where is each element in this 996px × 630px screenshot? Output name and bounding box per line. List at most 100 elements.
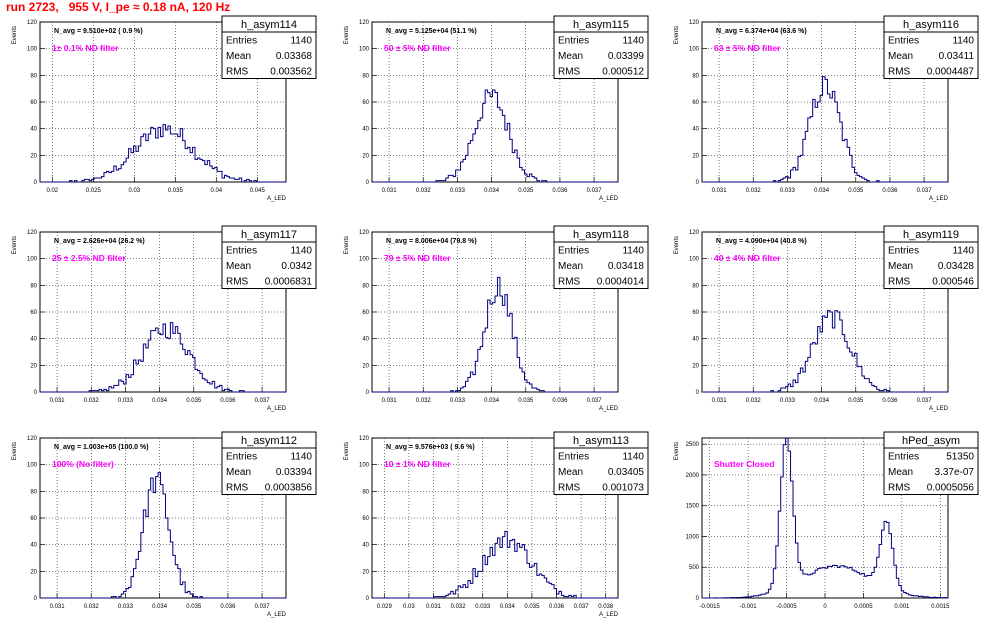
x-tick-label: 0.037: [255, 398, 271, 404]
x-tick-label: 0.032: [451, 604, 467, 610]
x-tick-label: 0.038: [598, 604, 614, 610]
x-tick-label: 0.001: [894, 604, 910, 610]
x-tick-label: 0.0005: [854, 604, 873, 610]
stat-rms-label: RMS: [558, 67, 581, 78]
y-axis-label: Events: [12, 236, 18, 254]
histogram-bins: [702, 76, 948, 183]
y-tick-label: 100: [689, 257, 700, 263]
y-axis-label: Events: [12, 442, 18, 460]
navg-label: N_avg = 9.576e+03 ( 9.6 %): [386, 444, 475, 451]
stat-rms-value: 0.001073: [602, 483, 644, 494]
y-tick-label: 80: [692, 283, 699, 289]
histogram-name: h_asym113: [573, 435, 629, 447]
y-tick-label: 100: [27, 463, 38, 469]
y-tick-label: 80: [362, 283, 369, 289]
filter-annotation: 100% (No filter): [52, 459, 114, 469]
stat-entries-value: 1140: [952, 36, 974, 47]
y-tick-label: 120: [359, 436, 370, 442]
navg-label: N_avg = 2.626e+04 (26.2 %): [54, 238, 145, 245]
y-tick-label: 60: [362, 516, 369, 522]
filter-annotation: Shutter Closed: [714, 459, 774, 469]
x-tick-label: 0.032: [416, 188, 432, 194]
stat-mean-label: Mean: [226, 467, 251, 478]
histogram-bins: [701, 437, 949, 599]
stat-rms-label: RMS: [226, 483, 249, 494]
histogram-bins: [372, 89, 618, 183]
x-tick-label: 0.035: [848, 398, 864, 404]
y-tick-label: 100: [689, 47, 700, 53]
y-axis-label: Events: [674, 236, 680, 254]
x-tick-label: 0.036: [552, 188, 568, 194]
x-tick-label: 0.037: [587, 398, 603, 404]
filter-annotation: 50 ± 5% ND filter: [384, 43, 451, 53]
y-tick-label: 0: [366, 180, 370, 186]
y-axis-label: Events: [344, 442, 350, 460]
x-axis-label: A_LED: [599, 612, 619, 618]
x-tick-label: 0.03: [128, 188, 140, 194]
y-tick-label: 100: [359, 257, 370, 263]
navg-label: N_avg = 1.003e+05 (100.0 %): [54, 444, 149, 451]
histogram-bins: [40, 322, 286, 393]
x-tick-label: 0.034: [814, 398, 830, 404]
y-tick-label: 1500: [686, 504, 700, 510]
histogram-name: h_asym119: [903, 229, 959, 241]
x-tick-label: 0.037: [255, 604, 271, 610]
y-tick-label: 0: [696, 390, 700, 396]
y-tick-label: 60: [692, 100, 699, 106]
y-tick-label: 2500: [686, 442, 700, 448]
x-tick-label: 0.029: [377, 604, 393, 610]
stat-entries-value: 1140: [290, 246, 312, 257]
stat-entries-label: Entries: [888, 36, 919, 47]
x-tick-label: 0.036: [552, 398, 568, 404]
stat-rms-value: 0.000546: [932, 277, 974, 288]
x-tick-label: 0.034: [152, 398, 168, 404]
y-tick-label: 80: [362, 489, 369, 495]
stat-entries-value: 1140: [622, 246, 644, 257]
stats-box: [883, 225, 979, 289]
y-tick-label: 60: [362, 310, 369, 316]
stat-mean-value: 0.03399: [608, 51, 645, 62]
stat-entries-label: Entries: [558, 452, 589, 463]
x-tick-label: 0.031: [382, 188, 398, 194]
histogram-panel-h_asym116: 0.031 0.032 0.033 0.034 0.035 0.036 0.037 0 20 40…: [674, 15, 979, 202]
y-axis-label: Events: [674, 442, 680, 460]
stat-rms-value: 0.0005056: [927, 483, 975, 494]
stat-rms-label: RMS: [226, 67, 249, 78]
stat-entries-label: Entries: [888, 452, 919, 463]
histogram-bins: [702, 310, 948, 393]
x-tick-label: 0.033: [780, 398, 796, 404]
y-axis-label: Events: [674, 26, 680, 44]
x-tick-label: 0: [823, 604, 827, 610]
y-tick-label: 60: [362, 100, 369, 106]
x-tick-label: 0.033: [475, 604, 491, 610]
y-tick-label: 40: [692, 337, 699, 343]
y-tick-label: 20: [692, 363, 699, 369]
filter-annotation: 79 ± 5% ND filter: [384, 253, 451, 263]
y-tick-label: 80: [362, 73, 369, 79]
x-axis-label: A_LED: [599, 406, 619, 412]
stat-mean-value: 0.03368: [276, 51, 313, 62]
x-tick-label: 0.034: [500, 604, 516, 610]
y-tick-label: 40: [362, 543, 369, 549]
stat-mean-label: Mean: [888, 261, 913, 272]
y-tick-label: 0: [34, 390, 38, 396]
y-tick-label: 120: [359, 230, 370, 236]
stat-rms-label: RMS: [888, 67, 911, 78]
y-tick-label: 40: [362, 337, 369, 343]
histogram-name: h_asym116: [903, 19, 959, 31]
stat-entries-value: 1140: [952, 246, 974, 257]
y-tick-label: 100: [27, 257, 38, 263]
navg-label: N_avg = 8.006e+04 (79.8 %): [386, 238, 477, 245]
x-axis-label: A_LED: [599, 196, 619, 202]
run-title: run 2723, 955 V, I_pe ≈ 0.18 nA, 120 Hz: [6, 0, 231, 14]
x-tick-label: 0.032: [84, 604, 100, 610]
x-tick-label: 0.032: [746, 398, 762, 404]
x-tick-label: -0.0005: [776, 604, 797, 610]
stat-entries-label: Entries: [226, 36, 257, 47]
stats-box: [883, 15, 979, 79]
y-tick-label: 20: [30, 363, 37, 369]
stat-rms-value: 0.0006831: [265, 277, 313, 288]
histogram-name: hPed_asym: [902, 435, 960, 447]
histogram-name: h_asym118: [573, 229, 629, 241]
x-tick-label: 0.036: [549, 604, 565, 610]
